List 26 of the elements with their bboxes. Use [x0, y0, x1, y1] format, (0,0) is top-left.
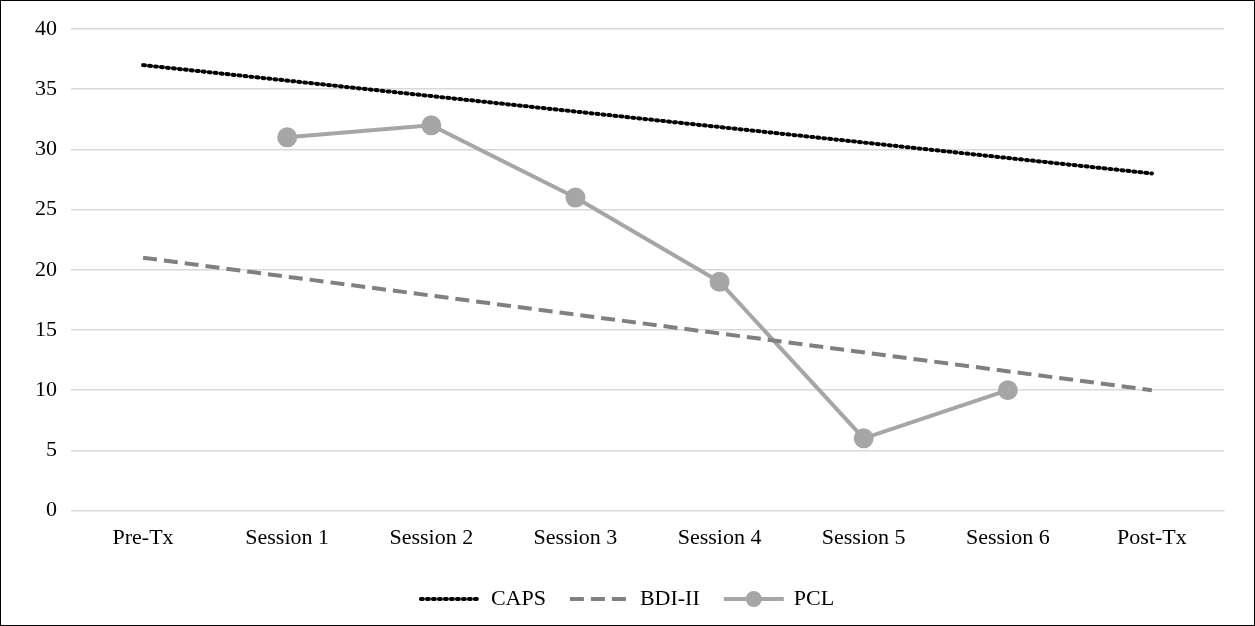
y-tick-label: 10 — [35, 375, 57, 401]
x-tick-label: Session 5 — [821, 523, 906, 549]
point — [709, 271, 730, 292]
x-tick-label: Pre-Tx — [112, 523, 174, 549]
point — [853, 428, 874, 449]
x-tick-label: Post-Tx — [1117, 523, 1187, 549]
y-tick-label: 40 — [35, 14, 57, 40]
point — [277, 127, 298, 148]
point — [997, 380, 1018, 401]
y-tick-label: 35 — [35, 74, 57, 100]
x-tick-label: Session 6 — [965, 523, 1050, 549]
y-tick-label: 5 — [46, 436, 57, 462]
legend-label: BDI-II — [639, 584, 700, 610]
legend-label: PCL — [793, 584, 835, 610]
x-tick-label: Session 1 — [245, 523, 330, 549]
point — [421, 115, 442, 136]
point — [565, 187, 586, 208]
x-tick-label: Session 3 — [533, 523, 618, 549]
x-tick-label: Session 4 — [677, 523, 762, 549]
y-tick-label: 25 — [35, 195, 57, 221]
y-tick-label: 0 — [46, 496, 57, 522]
y-tick-label: 15 — [35, 315, 57, 341]
y-tick-label: 20 — [35, 255, 57, 281]
y-tick-label: 30 — [35, 135, 57, 161]
legend-label: CAPS — [490, 584, 546, 610]
x-tick-label: Session 2 — [389, 523, 474, 549]
